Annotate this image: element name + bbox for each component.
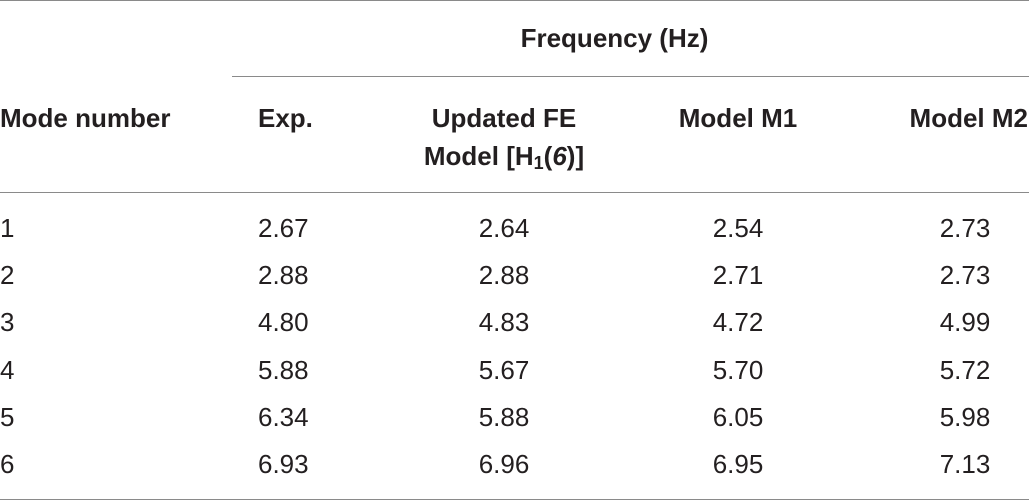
fe-model-subscript: 1 [533,153,544,173]
cell-exp: 6.34 [258,402,309,432]
col-header-updated-fe-line2: Model [H1(6)] [384,138,624,174]
cell-exp: 4.80 [258,307,309,337]
fe-model-close: )] [566,141,585,171]
cell-m1: 4.72 [712,307,764,337]
cell-m2: 2.73 [939,213,991,243]
table-row: 2 2.88 2.88 2.71 2.73 [0,257,1029,297]
cell-mode: 4 [0,355,15,385]
cell-fe: 4.83 [478,307,530,337]
cell-mode: 1 [0,213,15,243]
fe-model-open-paren: ( [543,141,553,171]
cell-fe: 2.64 [478,213,530,243]
cell-mode: 6 [0,449,15,479]
cell-exp: 6.93 [258,449,309,479]
table-row: 6 6.93 6.96 6.95 7.13 [0,446,1029,486]
fe-model-italic: 6 [552,141,567,171]
cell-mode: 5 [0,402,15,432]
top-rule [0,0,1029,1]
bottom-rule [0,499,1029,500]
group-header-frequency: Frequency (Hz) [520,23,709,53]
header-rule [0,192,1029,193]
cell-fe: 5.67 [478,355,530,385]
cell-exp: 2.88 [258,260,309,290]
col-header-updated-fe-line1: Updated FE [431,103,577,133]
cell-m1: 5.70 [712,355,764,385]
cell-fe: 2.88 [478,260,530,290]
cell-m1: 6.95 [712,449,764,479]
col-header-model-m2: Model M2 [909,103,1028,133]
group-header-rule [232,76,1029,77]
col-header-mode-number: Mode number [0,103,171,133]
cell-fe: 5.88 [478,402,530,432]
cell-m2: 5.72 [939,355,991,385]
cell-m1: 2.71 [712,260,764,290]
cell-m2: 2.73 [939,260,991,290]
cell-fe: 6.96 [478,449,530,479]
table-row: 3 4.80 4.83 4.72 4.99 [0,304,1029,344]
cell-mode: 2 [0,260,15,290]
cell-m2: 4.99 [939,307,991,337]
col-header-exp: Exp. [258,103,313,133]
fe-model-prefix: Model [H [423,141,534,171]
cell-exp: 5.88 [258,355,309,385]
cell-m2: 7.13 [939,449,991,479]
cell-m2: 5.98 [939,402,991,432]
table-row: 5 6.34 5.88 6.05 5.98 [0,399,1029,439]
cell-m1: 2.54 [712,213,764,243]
table-row: 1 2.67 2.64 2.54 2.73 [0,210,1029,250]
table-row: 4 5.88 5.67 5.70 5.72 [0,352,1029,392]
cell-m1: 6.05 [712,402,764,432]
col-header-model-m1: Model M1 [678,103,798,133]
cell-mode: 3 [0,307,15,337]
cell-exp: 2.67 [258,213,309,243]
